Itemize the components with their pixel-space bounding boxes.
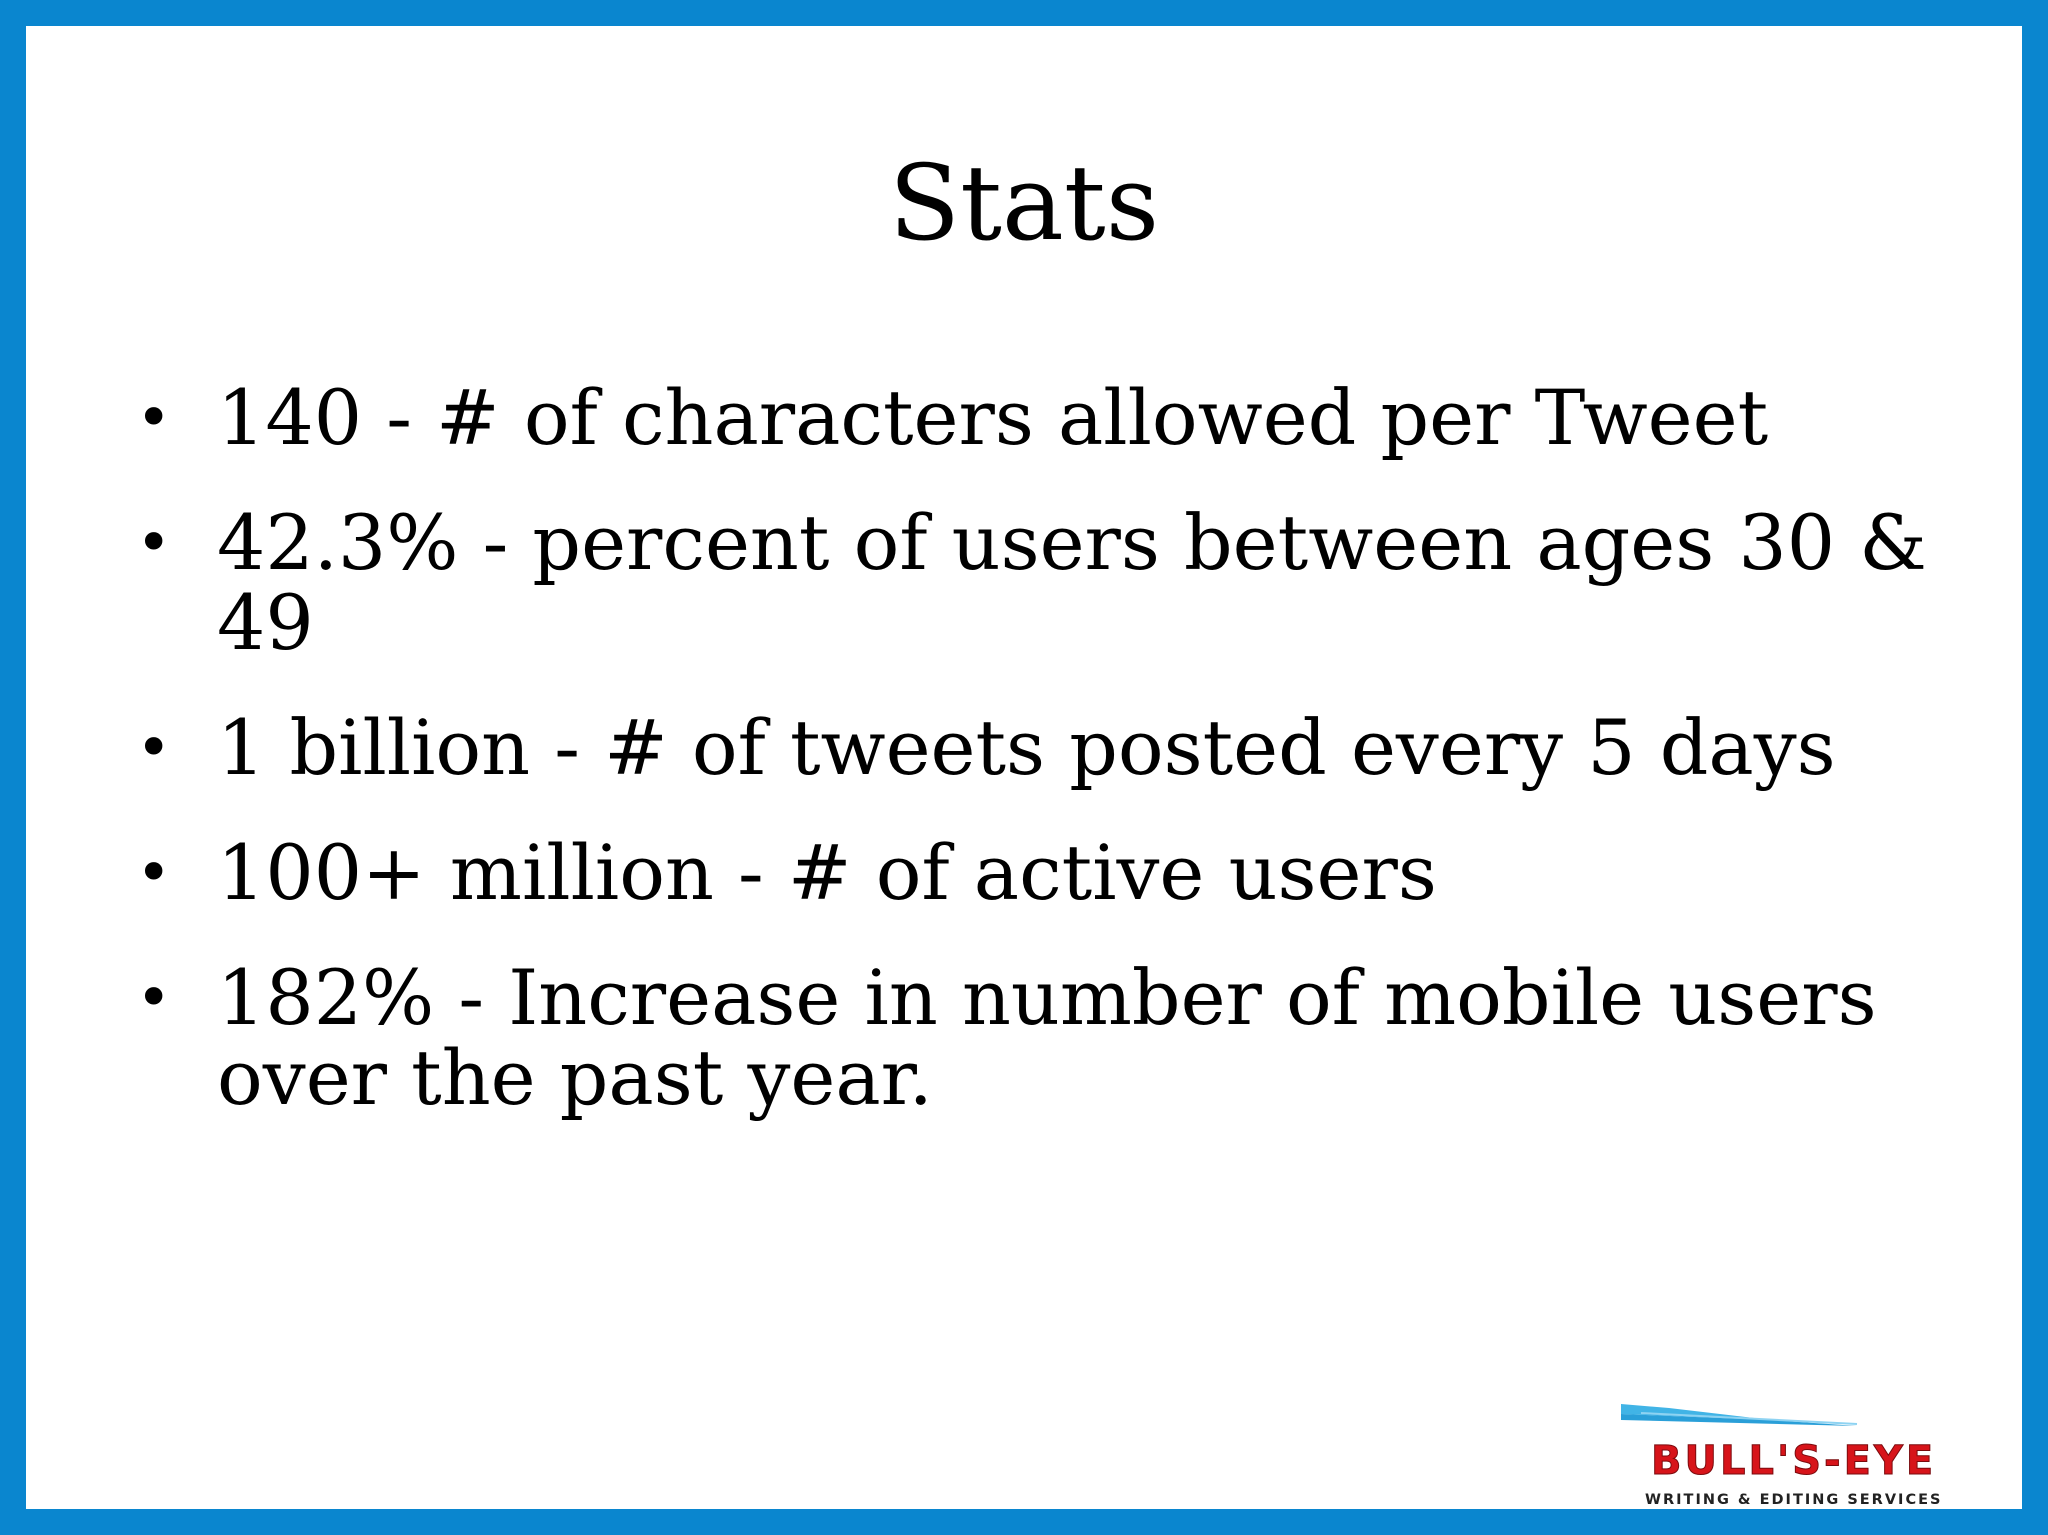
arrow-streak-upper bbox=[1621, 1404, 1771, 1420]
bullet-text: 140 - # of characters allowed per Tweet bbox=[217, 373, 1769, 462]
bullet-dot: • bbox=[136, 383, 172, 453]
logo-tagline: WRITING & EDITING SERVICES bbox=[1645, 1492, 1942, 1508]
list-item: • 42.3% - percent of users between ages … bbox=[136, 503, 1986, 663]
list-item: • 140 - # of characters allowed per Twee… bbox=[136, 378, 1986, 458]
bullet-dot: • bbox=[136, 963, 172, 1033]
bullseye-arrow-icon: BULL'S-EYE WRITING & EDITING SERVICES bbox=[1621, 1404, 1942, 1508]
bullet-list: • 140 - # of characters allowed per Twee… bbox=[136, 378, 1986, 1163]
logo-name: BULL'S-EYE bbox=[1651, 1438, 1936, 1484]
arrow-streak-lower bbox=[1621, 1414, 1857, 1426]
bullet-text: 182% - Increase in number of mobile user… bbox=[217, 953, 1877, 1122]
bullet-dot: • bbox=[136, 838, 172, 908]
bullet-text: 1 billion - # of tweets posted every 5 d… bbox=[217, 703, 1836, 792]
list-item: • 182% - Increase in number of mobile us… bbox=[136, 958, 1986, 1118]
bullet-text: 100+ million - # of active users bbox=[217, 828, 1437, 917]
bullet-dot: • bbox=[136, 508, 172, 578]
list-item: • 1 billion - # of tweets posted every 5… bbox=[136, 708, 1986, 788]
list-item: • 100+ million - # of active users bbox=[136, 833, 1986, 913]
bullet-dot: • bbox=[136, 713, 172, 783]
company-logo: BULL'S-EYE WRITING & EDITING SERVICES bbox=[1621, 1404, 2022, 1509]
bullet-text: 42.3% - percent of users between ages 30… bbox=[217, 498, 1927, 667]
arrow-highlight bbox=[1640, 1412, 1858, 1425]
slide-title: Stats bbox=[888, 142, 1160, 264]
